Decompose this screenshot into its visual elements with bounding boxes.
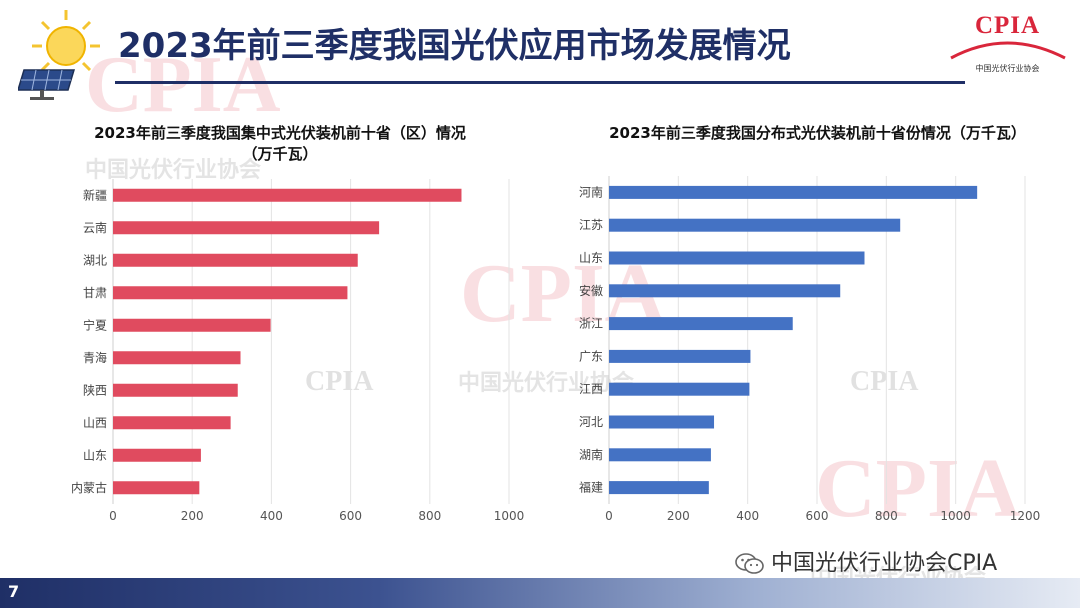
category-label: 河北 <box>579 415 603 429</box>
bar <box>113 286 348 300</box>
wechat-icon <box>735 553 764 574</box>
left-chart-title: 2023年前三季度我国集中式光伏装机前十省（区）情况 （万千瓦） <box>20 123 540 165</box>
category-label: 新疆 <box>83 187 107 202</box>
footer-bar <box>0 578 1080 608</box>
category-label: 广东 <box>579 349 603 363</box>
category-label: 山西 <box>83 416 107 430</box>
bar <box>609 317 793 331</box>
x-tick-label: 400 <box>260 509 283 523</box>
bar <box>113 383 238 397</box>
left-chart-title-line1: 2023年前三季度我国集中式光伏装机前十省（区）情况 <box>94 124 466 142</box>
bar <box>609 185 978 199</box>
bar <box>609 284 841 298</box>
right-chart-title-line1: 2023年前三季度我国分布式光伏装机前十省份情况（万千瓦） <box>609 124 1026 142</box>
category-label: 湖北 <box>83 252 107 267</box>
x-tick-label: 1000 <box>940 509 971 523</box>
x-tick-label: 600 <box>339 509 362 523</box>
category-label: 山东 <box>579 251 603 265</box>
bar <box>113 448 201 462</box>
x-tick-label: 0 <box>109 509 117 523</box>
category-label: 云南 <box>83 220 107 235</box>
category-label: 河南 <box>579 184 603 199</box>
left-chart-title-line2: （万千瓦） <box>242 145 318 163</box>
category-label: 青海 <box>83 350 107 365</box>
category-label: 宁夏 <box>83 317 107 332</box>
bar <box>609 218 901 232</box>
wechat-account: 中国光伏行业协会CPIA <box>735 545 997 577</box>
category-label: 江苏 <box>579 218 603 232</box>
bar <box>113 351 241 365</box>
bar <box>609 415 715 429</box>
bar <box>609 349 751 363</box>
x-tick-label: 0 <box>605 509 613 523</box>
title-divider <box>115 81 965 84</box>
x-tick-label: 1000 <box>494 509 525 523</box>
logo-text: CPIA <box>974 12 1041 39</box>
logo-arc-icon <box>950 41 1066 60</box>
category-label: 江西 <box>579 382 603 396</box>
bar <box>113 188 462 202</box>
x-tick-label: 600 <box>806 509 829 523</box>
category-label: 福建 <box>579 480 603 495</box>
bar <box>609 251 865 265</box>
category-label: 安徽 <box>579 283 603 298</box>
bar <box>113 253 358 267</box>
solar-panel-sun-icon <box>18 10 100 100</box>
x-tick-label: 800 <box>875 509 898 523</box>
logo-subtitle: 中国光伏行业协会 <box>975 64 1040 73</box>
cpia-logo: CPIA 中国光伏行业协会 <box>945 6 1070 78</box>
category-label: 浙江 <box>579 317 603 331</box>
bar <box>609 448 711 462</box>
bar <box>609 382 750 396</box>
bar <box>113 221 380 235</box>
x-tick-label: 400 <box>736 509 759 523</box>
x-tick-label: 200 <box>181 509 204 523</box>
page-number: 7 <box>8 582 20 601</box>
category-label: 内蒙古 <box>71 480 107 495</box>
bar <box>113 318 271 332</box>
category-label: 甘肃 <box>83 286 107 300</box>
x-tick-label: 200 <box>667 509 690 523</box>
right-chart-title: 2023年前三季度我国分布式光伏装机前十省份情况（万千瓦） <box>555 123 1080 144</box>
page-title: 2023年前三季度我国光伏应用市场发展情况 <box>118 26 791 66</box>
x-tick-label: 800 <box>418 509 441 523</box>
category-label: 陕西 <box>83 382 107 397</box>
bar <box>609 481 709 495</box>
category-label: 山东 <box>83 448 107 462</box>
bar <box>113 416 231 430</box>
wechat-account-name: 中国光伏行业协会CPIA <box>771 551 998 576</box>
bar <box>113 481 200 495</box>
x-tick-label: 1200 <box>1010 509 1041 523</box>
category-label: 湖南 <box>579 447 603 462</box>
